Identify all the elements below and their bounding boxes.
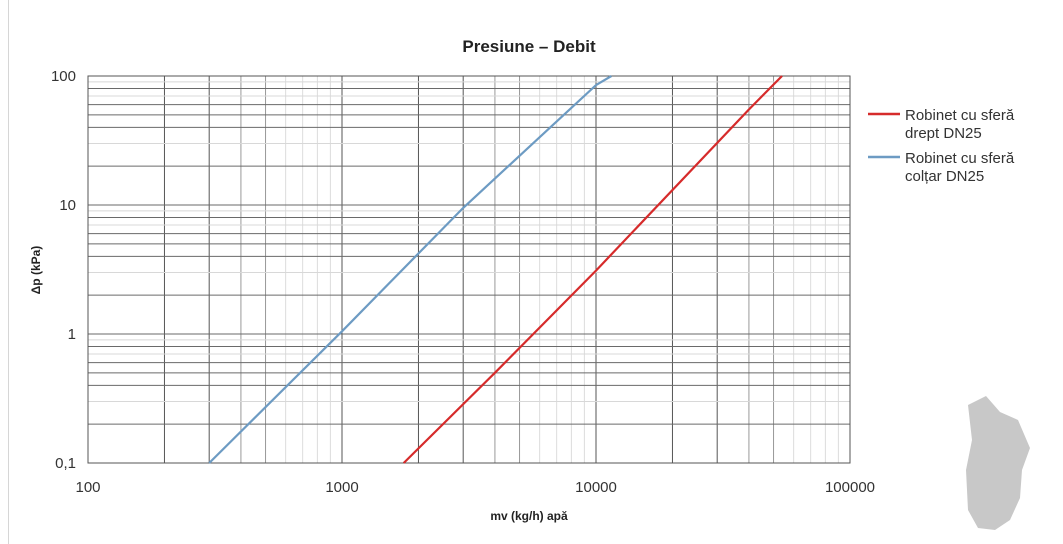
tick-labels: 100 1000 10000 100000 0,1 1 10 100 [51,68,875,496]
y-tick-label: 100 [51,68,76,85]
legend-label-1: drept DN25 [905,125,982,142]
series-line-2 [208,75,612,464]
scribble-mark [966,396,1030,530]
page-left-rule [8,0,9,544]
x-tick-label: 10000 [575,479,617,496]
x-tick-label: 100000 [825,479,875,496]
x-tick-label: 100 [75,479,100,496]
legend-label-2: colțar DN25 [905,168,984,185]
x-tick-label: 1000 [325,479,358,496]
y-tick-label: 10 [59,197,76,214]
series-layer [208,75,783,464]
plot-frame [87,75,851,464]
grid [88,76,850,463]
legend-label-1: Robinet cu sferă [905,107,1015,124]
y-axis-label: Δp (kPa) [29,246,43,295]
x-axis-label: mv (kg/h) apă [490,509,568,523]
y-tick-label: 1 [68,326,76,343]
y-tick-label: 0,1 [55,455,76,472]
legend-label-2: Robinet cu sferă [905,150,1015,167]
series-line-1 [402,75,783,464]
chart-title: Presiune – Debit [462,37,596,56]
